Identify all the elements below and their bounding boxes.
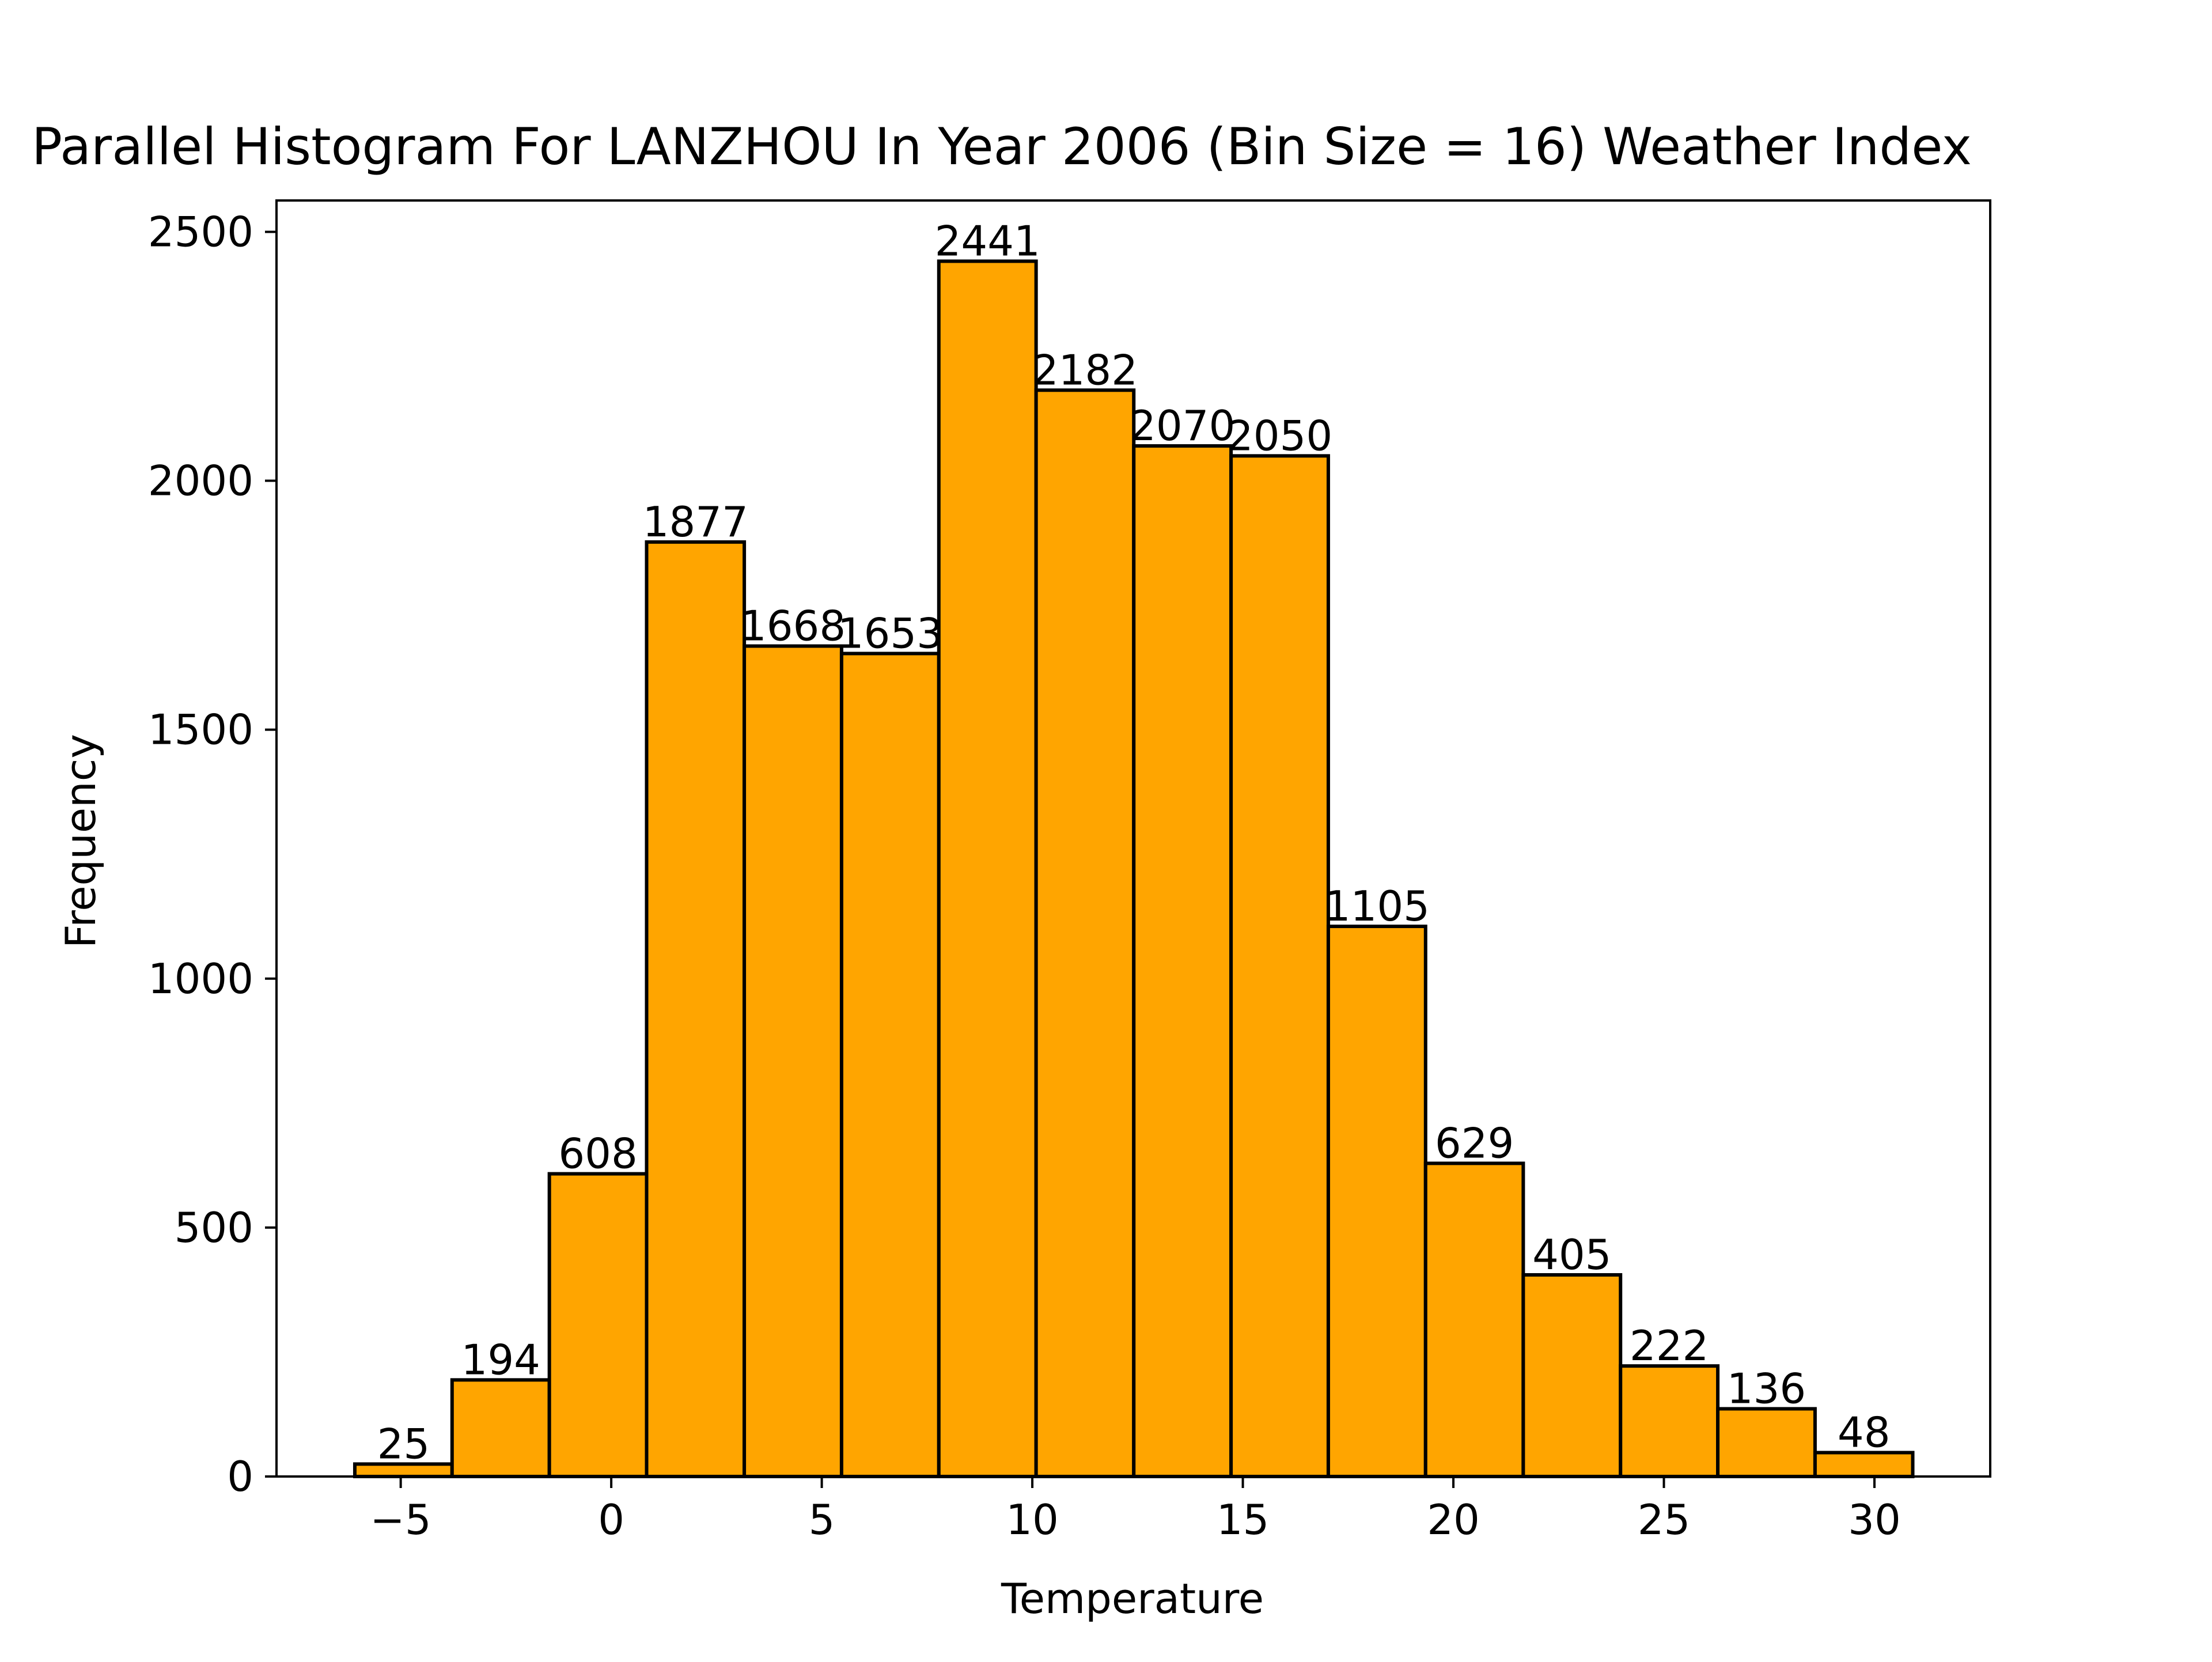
bar-value-label: 1877 (643, 498, 748, 546)
y-axis-label: Frequency (56, 734, 105, 948)
bar-value-label: 608 (558, 1130, 637, 1178)
histogram-bar (1813, 1451, 1915, 1478)
histogram-bar (1229, 454, 1330, 1478)
x-tick-label: −5 (370, 1496, 431, 1544)
y-tick-label: 2000 (148, 457, 253, 505)
bar-value-label: 2050 (1227, 411, 1332, 460)
bar-value-label: 136 (1727, 1364, 1806, 1413)
bar-value-label: 194 (461, 1335, 540, 1384)
histogram-bar (1423, 1161, 1525, 1479)
histogram-bar (1619, 1364, 1720, 1479)
y-axis: 0 500 1000 1500 2000 2500 (148, 207, 276, 1501)
histogram-bar (450, 1378, 551, 1479)
chart-title: Parallel Histogram For LANZHOU In Year 2… (32, 117, 1972, 176)
x-tick-label: 15 (1217, 1496, 1270, 1544)
bar-value-label: 222 (1630, 1322, 1709, 1370)
bar-value-label: 405 (1532, 1231, 1611, 1279)
x-tick-label: 0 (598, 1496, 624, 1544)
histogram-bar (1132, 444, 1233, 1478)
histogram-bar (645, 540, 747, 1478)
x-tick-label: 25 (1638, 1496, 1691, 1544)
bar-value-label: 48 (1838, 1409, 1891, 1457)
histogram-bar (743, 644, 843, 1478)
y-tick-label: 500 (175, 1203, 253, 1252)
x-tick-label: 10 (1006, 1496, 1059, 1544)
histogram-bar (1521, 1273, 1623, 1478)
bar-value-label: 2441 (935, 217, 1040, 265)
histogram-bar (1716, 1407, 1817, 1478)
bar-value-label: 1668 (740, 601, 846, 650)
y-tick-label: 1500 (148, 706, 253, 754)
bar-value-label: 1105 (1324, 882, 1430, 930)
bar-value-label: 2182 (1032, 346, 1138, 394)
histogram-bar (1326, 925, 1427, 1479)
histogram-bar (839, 652, 941, 1478)
x-tick-label: 20 (1427, 1496, 1480, 1544)
histogram-bar (547, 1172, 649, 1478)
histogram-bar (937, 259, 1038, 1478)
x-tick-label: 30 (1848, 1496, 1901, 1544)
y-tick-label: 2500 (148, 207, 253, 256)
bar-value-label: 2070 (1130, 402, 1235, 450)
bar-value-label: 1653 (838, 609, 943, 657)
x-tick-label: 5 (809, 1496, 835, 1544)
y-tick-label: 0 (227, 1452, 253, 1501)
y-tick-label: 1000 (148, 955, 253, 1003)
histogram-bar (1034, 388, 1136, 1478)
x-axis: −5 0 5 10 15 20 25 30 (370, 1477, 1901, 1544)
bar-value-label: 629 (1435, 1119, 1514, 1167)
bar-series (353, 259, 1915, 1479)
bar-value-label: 25 (377, 1419, 430, 1468)
x-axis-label: Temperature (1001, 1574, 1264, 1623)
